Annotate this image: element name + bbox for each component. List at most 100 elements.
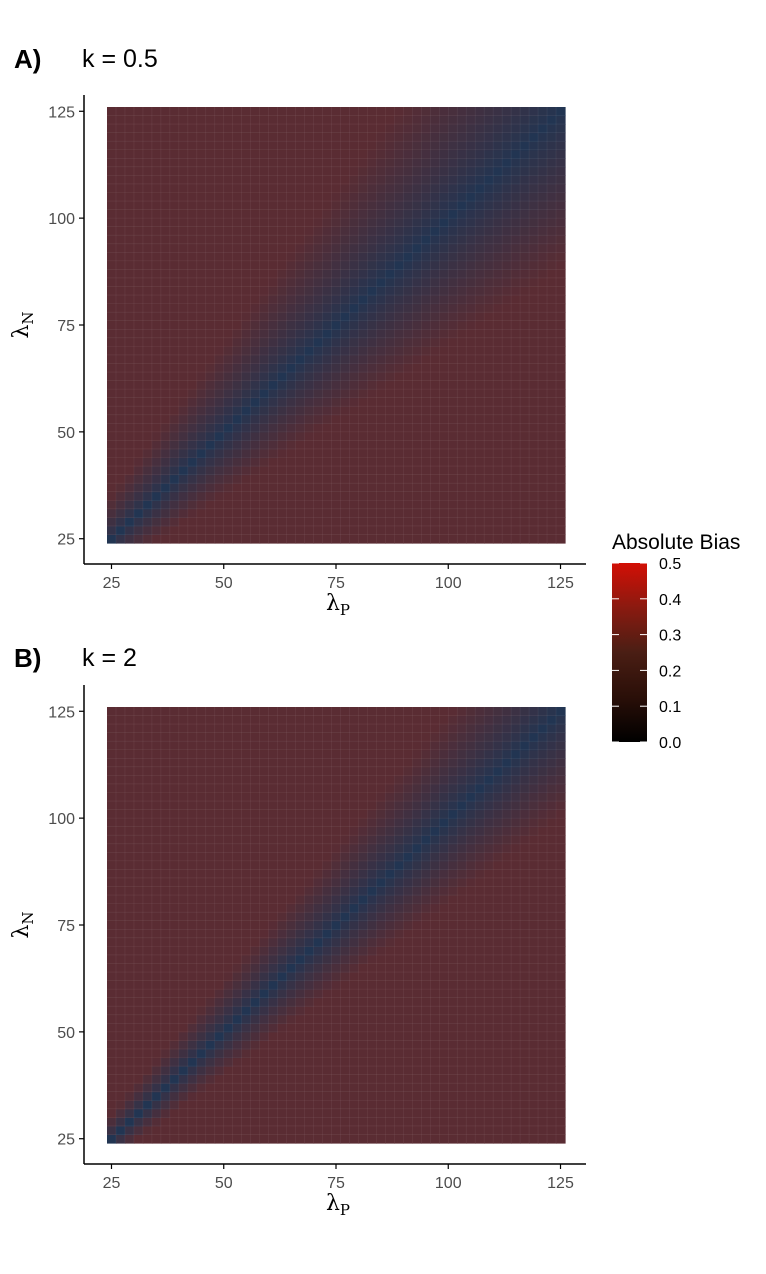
panel-b-cell bbox=[124, 946, 135, 956]
panel-a-cell bbox=[214, 183, 225, 194]
panel-a-cell bbox=[196, 440, 207, 450]
panel-b-cell bbox=[205, 724, 216, 734]
panel-b-cell bbox=[475, 1023, 485, 1033]
panel-a-cell bbox=[502, 380, 512, 390]
panel-b-cell bbox=[412, 886, 422, 896]
panel-a-cell bbox=[295, 337, 306, 347]
panel-a-cell bbox=[376, 389, 386, 399]
panel-b-cell bbox=[403, 937, 413, 947]
panel-b-cell bbox=[466, 954, 476, 965]
panel-a-cell bbox=[439, 209, 449, 219]
panel-a-cell bbox=[223, 534, 234, 544]
panel-a-cell bbox=[403, 141, 413, 151]
panel-b-cell bbox=[133, 980, 144, 990]
panel-b-cell bbox=[421, 843, 431, 853]
panel-a-cell bbox=[511, 346, 521, 356]
panel-b-cell bbox=[322, 1100, 333, 1110]
panel-b-cell bbox=[340, 775, 351, 785]
panel-a-cell bbox=[484, 448, 494, 459]
panel-a-cell bbox=[205, 312, 216, 322]
panel-b-cell bbox=[439, 972, 449, 982]
panel-a-cell bbox=[340, 346, 351, 356]
panel-a-cell bbox=[502, 166, 512, 176]
panel-b-cell bbox=[178, 1014, 189, 1024]
panel-b-cell bbox=[466, 775, 476, 785]
panel-b-cell bbox=[376, 997, 386, 1007]
panel-a-cell bbox=[349, 286, 360, 296]
panel-a-cell bbox=[304, 406, 315, 416]
panel-b-cell bbox=[493, 1066, 503, 1076]
panel-b-cell bbox=[358, 1014, 369, 1024]
panel-a-cell bbox=[448, 269, 458, 279]
panel-a-cell bbox=[151, 303, 162, 313]
panel-a-cell bbox=[367, 406, 378, 416]
panel-a-cell bbox=[295, 354, 306, 365]
panel-a-cell bbox=[115, 329, 126, 339]
panel-b-cell bbox=[142, 835, 153, 845]
panel-a-cell bbox=[538, 201, 548, 211]
panel-b-cell bbox=[403, 1100, 413, 1110]
panel-a-cell bbox=[403, 431, 413, 442]
panel-b-cell bbox=[107, 903, 117, 913]
panel-a-cell bbox=[538, 329, 548, 339]
panel-a-cell bbox=[277, 354, 288, 365]
panel-b-cell bbox=[115, 989, 126, 999]
panel-a-cell bbox=[475, 354, 485, 365]
panel-b-cell bbox=[214, 758, 225, 768]
panel-a-cell bbox=[142, 483, 153, 493]
panel-a-cell bbox=[403, 337, 413, 347]
panel-a-cell bbox=[331, 517, 342, 527]
panel-b-cell bbox=[448, 826, 458, 836]
panel-b-cell bbox=[367, 895, 378, 905]
panel-a-cell bbox=[529, 440, 539, 450]
panel-a-cell bbox=[340, 329, 351, 339]
panel-b-cell bbox=[268, 946, 279, 956]
panel-a-cell bbox=[205, 303, 216, 313]
panel-a-cell bbox=[241, 243, 252, 253]
panel-a-cell bbox=[421, 141, 431, 151]
panel-b-cell bbox=[493, 1006, 503, 1016]
panel-a-cell bbox=[250, 201, 261, 211]
panel-a-cell bbox=[349, 209, 360, 219]
panel-b-cell bbox=[439, 1023, 449, 1033]
panel-a-cell bbox=[295, 491, 306, 501]
panel-a-cell bbox=[205, 508, 216, 518]
panel-b-cell bbox=[196, 972, 207, 982]
panel-b-cell bbox=[313, 1108, 324, 1118]
panel-b-cell bbox=[160, 980, 171, 990]
panel-b-cell bbox=[196, 707, 207, 717]
panel-a-cell bbox=[313, 149, 324, 159]
panel-b-cell bbox=[268, 869, 279, 879]
panel-b-cell bbox=[115, 715, 126, 725]
panel-b-cell bbox=[421, 1083, 431, 1093]
panel-a-cell bbox=[430, 209, 440, 219]
panel-a-cell bbox=[304, 457, 315, 467]
panel-b-cell bbox=[241, 997, 252, 1007]
panel-a-cell bbox=[277, 149, 288, 159]
panel-b-cell bbox=[142, 920, 153, 930]
panel-a-cell bbox=[160, 474, 171, 484]
panel-a-cell bbox=[133, 483, 144, 493]
panel-a-cell bbox=[484, 141, 494, 151]
panel-b-cell bbox=[187, 997, 198, 1007]
panel-a-cell bbox=[466, 423, 476, 433]
panel-b-cell bbox=[232, 715, 243, 725]
panel-a-cell bbox=[295, 175, 306, 185]
panel-b-cell bbox=[358, 869, 369, 879]
panel-a-cell bbox=[412, 448, 422, 459]
panel-b-cell bbox=[493, 920, 503, 930]
panel-b-cell bbox=[430, 895, 440, 905]
panel-a-cell bbox=[502, 269, 512, 279]
panel-a-cell bbox=[313, 243, 324, 253]
panel-a-cell bbox=[286, 192, 297, 202]
panel-b-cell bbox=[475, 1083, 485, 1093]
panel-a-cell bbox=[367, 201, 378, 211]
panel-a-cell bbox=[178, 423, 189, 433]
panel-a-cell bbox=[376, 277, 386, 288]
panel-a-cell bbox=[331, 423, 342, 433]
panel-b-cell bbox=[133, 818, 144, 828]
panel-a-cell bbox=[250, 380, 261, 390]
panel-b-cell bbox=[394, 1091, 404, 1101]
panel-a-cell bbox=[178, 397, 189, 407]
panel-a-cell bbox=[223, 312, 234, 322]
